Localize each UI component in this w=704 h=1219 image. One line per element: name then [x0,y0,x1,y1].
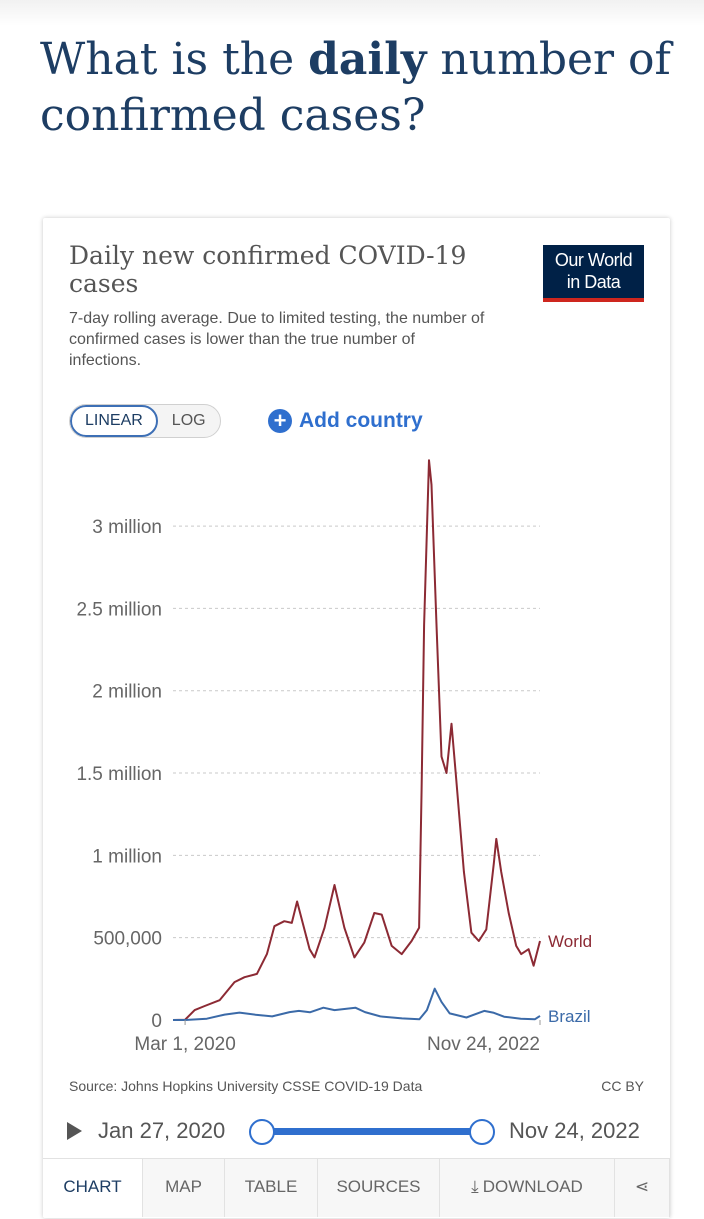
timeline-start-label: Jan 27, 2020 [98,1118,226,1143]
x-tick-label: Mar 1, 2020 [134,1034,235,1055]
tab-chart[interactable]: CHART [43,1159,143,1217]
source-note[interactable]: Source: Johns Hopkins University CSSE CO… [69,1078,423,1094]
timeline-end-label: Nov 24, 2022 [509,1118,640,1143]
tab-table[interactable]: TABLE [225,1159,318,1217]
timeline: Jan 27, 2020 Nov 24, 2022 [43,1108,670,1158]
chart-card: Daily new confirmed COVID-19 cases 7-day… [43,218,670,1218]
tab-sources[interactable]: SOURCES [318,1159,440,1217]
owid-logo[interactable]: Our World in Data [543,245,644,302]
series-lines [172,459,541,1021]
y-tick-label: 2 million [92,682,162,703]
gridlines [173,525,540,939]
y-tick-label: 500,000 [93,929,162,950]
x-axis-labels: Mar 1, 2020 Nov 24, 2022 [134,1020,541,1055]
scale-log-button[interactable]: LOG [171,412,206,429]
tab-download[interactable]: ⤓ DOWNLOAD [440,1159,615,1217]
series-label-world: World [548,932,592,951]
share-button[interactable]: ⋖ [615,1159,670,1217]
top-bar [0,0,704,26]
y-tick-label: 3 million [92,517,162,538]
download-icon: ⤓ [471,1177,479,1196]
chart-subtitle: 7-day rolling average. Due to limited te… [69,310,485,369]
timeline-start-handle[interactable] [249,1119,275,1145]
tab-map[interactable]: MAP [143,1159,225,1217]
y-tick-label: 1 million [92,846,162,867]
x-tick-label: Nov 24, 2022 [427,1034,540,1055]
page-heading: What is the daily number of confirmed ca… [40,34,671,141]
plus-circle-icon: + [268,409,292,433]
y-tick-label: 2.5 million [76,599,162,620]
y-tick-label: 0 [151,1011,162,1032]
y-tick-label: 1.5 million [76,764,162,785]
scale-linear-button[interactable]: LINEAR [70,405,158,437]
series-line-brazil[interactable] [173,987,541,1021]
share-icon: ⋖ [634,1177,650,1196]
series-line-world[interactable] [172,459,541,1021]
y-axis-labels: 0 500,000 1 million 1.5 million 2 million 2.5… [76,517,162,1032]
timeline-end-handle[interactable] [469,1119,495,1145]
add-country-button[interactable]: + Add country [268,406,423,436]
play-icon[interactable] [67,1122,82,1140]
license-link[interactable]: CC BY [601,1078,644,1094]
timeline-track[interactable] [263,1128,483,1135]
series-label-brazil: Brazil [548,1007,591,1026]
tab-bar: CHART MAP TABLE SOURCES ⤓ DOWNLOAD ⋖ [43,1158,670,1219]
chart-title: Daily new confirmed COVID-19 cases [69,241,467,298]
line-chart: 0 500,000 1 million 1.5 million 2 million 2.5… [76,459,592,1055]
series-labels: World Brazil [548,932,592,1026]
scale-toggle: LINEAR LOG [69,404,221,438]
